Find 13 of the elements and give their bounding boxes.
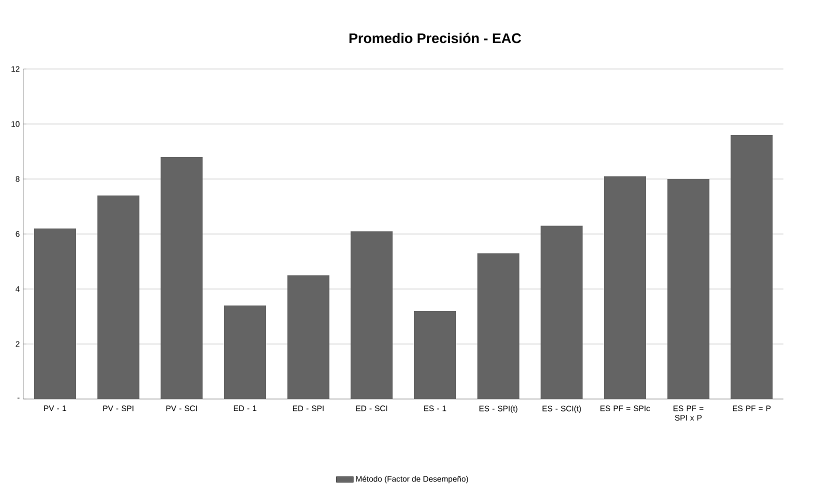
- bar: [730, 134, 773, 399]
- bar: [34, 228, 76, 399]
- bar: [540, 226, 583, 399]
- bar: [350, 231, 393, 399]
- bar: [477, 253, 520, 399]
- bar: [160, 156, 203, 399]
- chart-title: Promedio Precisión - EAC: [350, 32, 522, 44]
- bar: [414, 311, 456, 399]
- bar: [604, 176, 646, 399]
- bar: [667, 179, 710, 399]
- bar: [287, 275, 330, 399]
- bar: [224, 306, 266, 399]
- bar: [97, 196, 140, 399]
